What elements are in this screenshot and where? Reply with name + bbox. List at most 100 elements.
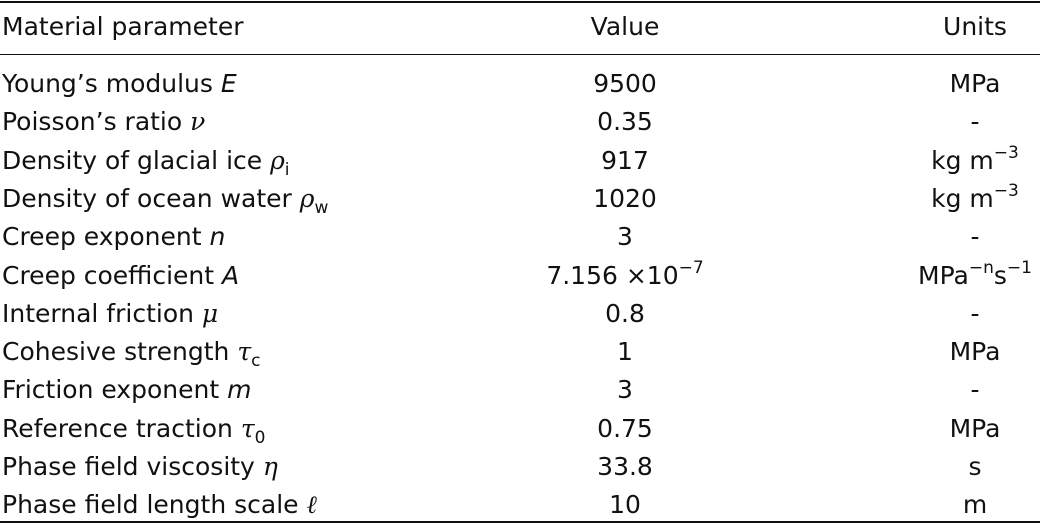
parameter-symbol-subscript: 0 bbox=[254, 427, 266, 448]
parameter-cell: Internal friction μ bbox=[2, 295, 218, 333]
parameter-symbol: τ bbox=[237, 337, 252, 367]
units-text: MPa bbox=[949, 69, 1001, 98]
units-text: kg m bbox=[931, 145, 994, 175]
parameter-name: Poisson’s ratio bbox=[2, 107, 191, 137]
units-cell: - bbox=[970, 371, 979, 409]
table-header-rule bbox=[0, 54, 1040, 55]
parameter-symbol-subscript: w bbox=[314, 197, 329, 218]
parameter-cell: Density of ocean water ρw bbox=[2, 180, 328, 218]
table-top-rule bbox=[0, 1, 1040, 3]
value-text: 10 bbox=[609, 490, 641, 520]
parameter-cell: Creep coefficient A bbox=[2, 257, 239, 295]
parameter-cell: Poisson’s ratio ν bbox=[2, 103, 205, 141]
value-cell: 0.35 bbox=[597, 103, 653, 141]
units-text: - bbox=[970, 375, 980, 405]
parameter-symbol: η bbox=[262, 452, 278, 481]
table-row: Density of glacial ice ρi 917 kg m−3 bbox=[0, 142, 1040, 180]
table-row: Friction exponent m 3 - bbox=[0, 371, 1040, 409]
table-row: Density of ocean water ρw 1020 kg m−3 bbox=[0, 180, 1040, 218]
units-exponent: −3 bbox=[993, 142, 1019, 163]
parameter-name: Friction exponent bbox=[2, 375, 228, 405]
units-cell: MPa bbox=[950, 333, 1001, 371]
value-cell: 3 bbox=[617, 371, 633, 409]
parameter-name: Density of glacial ice bbox=[2, 145, 271, 175]
parameter-cell: Phase field viscosity η bbox=[2, 448, 278, 486]
parameter-cell: Reference traction τ0 bbox=[2, 410, 266, 448]
units-tail-exponent: −1 bbox=[1006, 257, 1032, 278]
value-text: 3 bbox=[617, 375, 633, 405]
parameter-name: Creep coefficient bbox=[2, 260, 223, 290]
table-row: Young’s modulus E 9500 MPa bbox=[0, 65, 1040, 103]
parameter-cell: Density of glacial ice ρi bbox=[2, 142, 290, 180]
parameter-cell: Young’s modulus E bbox=[2, 65, 237, 103]
value-cell: 3 bbox=[617, 218, 633, 256]
value-text: 1020 bbox=[593, 183, 657, 213]
table-header-row: Material parameter Value Units bbox=[0, 8, 1040, 46]
table-row: Internal friction μ 0.8 - bbox=[0, 295, 1040, 333]
units-exponent: −3 bbox=[993, 180, 1019, 201]
value-cell: 1020 bbox=[593, 180, 657, 218]
parameter-cell: Creep exponent n bbox=[2, 218, 225, 256]
value-text: 3 bbox=[617, 222, 633, 252]
units-cell: - bbox=[970, 218, 979, 256]
table-bottom-rule bbox=[0, 521, 1040, 523]
value-cell: 0.75 bbox=[597, 410, 653, 448]
parameter-name: Density of ocean water bbox=[2, 183, 300, 213]
units-text: MPa bbox=[918, 260, 969, 290]
parameter-symbol: ρ bbox=[299, 183, 315, 213]
table-row: Phase field viscosity η 33.8 s bbox=[0, 448, 1040, 486]
value-cell: 33.8 bbox=[597, 448, 653, 486]
parameter-cell: Friction exponent m bbox=[2, 371, 251, 409]
units-cell: s bbox=[968, 448, 981, 486]
units-text: - bbox=[970, 298, 980, 328]
table-row: Creep exponent n 3 - bbox=[0, 218, 1040, 256]
parameter-name: Phase field length scale bbox=[2, 490, 307, 520]
parameter-symbol: ρ bbox=[270, 145, 285, 175]
units-cell: - bbox=[970, 103, 979, 141]
parameter-name: Phase field viscosity bbox=[2, 452, 263, 481]
value-cell: 9500 bbox=[593, 65, 657, 103]
parameter-symbol: n bbox=[209, 222, 226, 252]
header-units: Units bbox=[943, 12, 1007, 41]
units-text: MPa bbox=[949, 337, 1001, 367]
units-cell: m bbox=[963, 486, 987, 524]
value-text: 0.8 bbox=[605, 298, 645, 328]
parameter-symbol: A bbox=[222, 260, 240, 290]
value-cell: 917 bbox=[601, 142, 649, 180]
table-row: Creep coefficient A 7.156 ×10−7 MPa−ns−1 bbox=[0, 257, 1040, 295]
parameter-symbol: E bbox=[220, 69, 237, 98]
units-text: - bbox=[970, 222, 980, 252]
parameter-cell: Cohesive strength τc bbox=[2, 333, 261, 371]
units-cell: MPa bbox=[950, 65, 1001, 103]
value-cell: 10 bbox=[609, 486, 641, 524]
value-text: 33.8 bbox=[597, 452, 653, 481]
units-exponent: −n bbox=[968, 257, 994, 278]
value-cell: 7.156 ×10−7 bbox=[546, 257, 703, 295]
parameter-cell: Phase field length scale ℓ bbox=[2, 486, 317, 524]
table-row: Reference traction τ0 0.75 MPa bbox=[0, 410, 1040, 448]
value-text: 1 bbox=[617, 337, 633, 367]
value-exponent: −7 bbox=[678, 257, 704, 278]
parameter-name: Young’s modulus bbox=[2, 69, 221, 98]
value-text: 917 bbox=[601, 145, 649, 175]
value-text: 0.35 bbox=[597, 107, 653, 137]
units-text: - bbox=[970, 107, 980, 137]
table-row: Phase field length scale ℓ 10 m bbox=[0, 486, 1040, 524]
units-text: kg m bbox=[931, 183, 994, 213]
value-text: 0.75 bbox=[597, 413, 653, 443]
parameter-name: Internal friction bbox=[2, 298, 202, 328]
header-value: Value bbox=[590, 12, 660, 41]
units-text-tail: s bbox=[993, 260, 1007, 290]
units-cell: MPa bbox=[950, 410, 1001, 448]
value-cell: 0.8 bbox=[605, 295, 645, 333]
units-cell: MPa−ns−1 bbox=[918, 257, 1032, 295]
parameter-symbol-subscript: i bbox=[284, 159, 290, 180]
parameter-name: Creep exponent bbox=[2, 222, 210, 252]
value-text: 7.156 ×10 bbox=[546, 260, 679, 290]
parameter-symbol-subscript: c bbox=[251, 351, 261, 372]
units-cell: kg m−3 bbox=[931, 180, 1019, 218]
table-row: Poisson’s ratio ν 0.35 - bbox=[0, 103, 1040, 141]
units-text: m bbox=[962, 490, 988, 520]
header-material-parameter: Material parameter bbox=[2, 12, 244, 41]
